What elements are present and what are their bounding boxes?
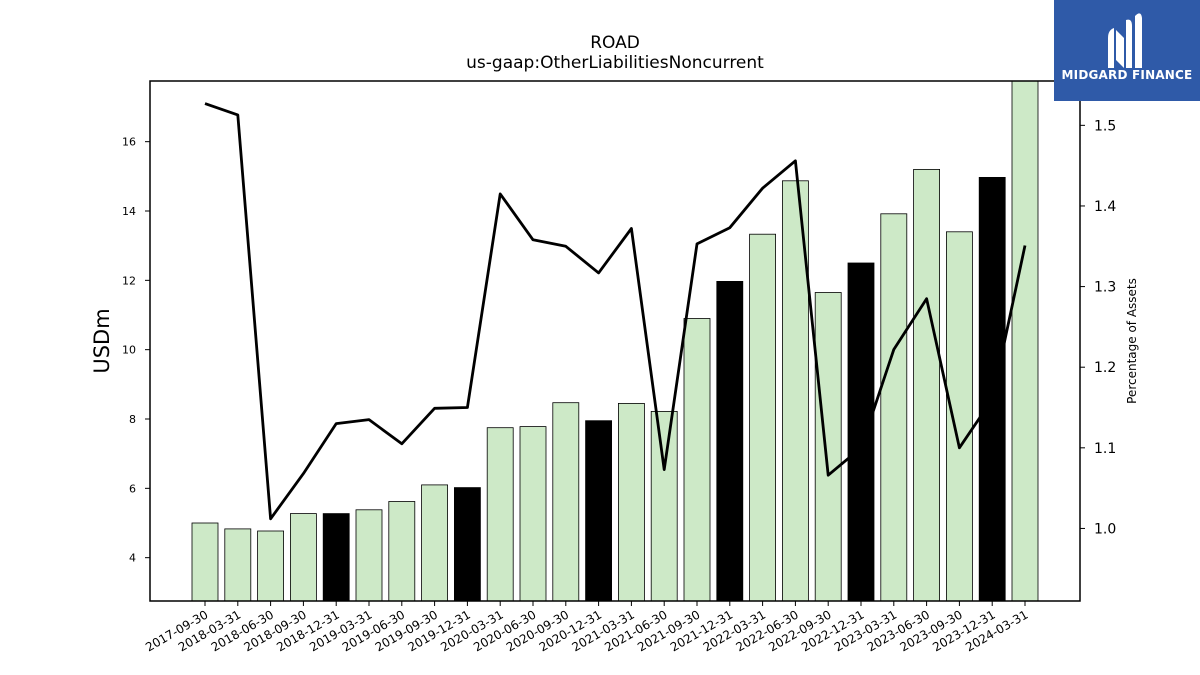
y2-tick-label: 1.2: [1094, 360, 1116, 376]
y-tick-label: 12: [122, 274, 136, 287]
y2-tick-label: 1.4: [1094, 199, 1116, 215]
bar: [257, 530, 285, 602]
y-axis-left: 4 6 8 10 12 14 16: [122, 136, 150, 565]
bar: [355, 509, 383, 602]
bar: [814, 292, 842, 602]
y2-axis-label: Percentage of Assets: [1125, 278, 1139, 404]
bar: [289, 513, 317, 602]
chart-title: ROAD: [590, 33, 640, 53]
bar: [749, 233, 776, 602]
series-line: [204, 102, 1027, 521]
bar: [486, 427, 514, 602]
y2-tick-label: 1.5: [1094, 118, 1116, 134]
x-axis: 2017-09-302018-03-312018-06-302018-09-30…: [143, 601, 1031, 654]
bar: [224, 528, 252, 602]
bar: [322, 513, 350, 602]
y-tick-label: 10: [122, 344, 136, 357]
bar: [191, 522, 219, 602]
y-tick-label: 6: [129, 482, 136, 495]
bar: [585, 420, 612, 602]
y2-tick-label: 1.0: [1094, 521, 1116, 537]
y-tick-label: 16: [122, 136, 136, 149]
bar: [650, 410, 678, 602]
bar: [618, 402, 645, 602]
bar: [946, 231, 973, 602]
logo-text: MIDGARD FINANCE: [1061, 68, 1193, 82]
plot-frame: [149, 80, 1081, 602]
bar: [421, 484, 449, 602]
bar-series: [191, 80, 1039, 602]
bar: [913, 168, 940, 602]
bar: [519, 426, 547, 602]
bar: [978, 176, 1006, 602]
y-axis-right: 1.0 1.1 1.2 1.3 1.4 1.5: [1080, 118, 1116, 537]
bar: [552, 402, 580, 602]
bar: [388, 501, 416, 602]
line-series: [204, 102, 1027, 521]
y2-tick-label: 1.1: [1094, 441, 1116, 457]
midgard-logo-icon: [1108, 13, 1142, 68]
y2-tick-label: 1.3: [1094, 280, 1116, 296]
logo: MIDGARD FINANCE: [1054, 0, 1200, 101]
bar: [847, 262, 875, 602]
chart-subtitle: us-gaap:OtherLiabilitiesNoncurrent: [466, 53, 764, 73]
y-tick-label: 8: [129, 413, 136, 426]
y-axis-label: USDm: [90, 308, 114, 373]
bar: [716, 280, 744, 602]
bar: [453, 487, 481, 602]
bar: [880, 213, 908, 602]
bar: [683, 318, 711, 602]
bar: [1011, 80, 1039, 602]
y-tick-label: 14: [122, 205, 136, 218]
y-tick-label: 4: [129, 552, 136, 565]
